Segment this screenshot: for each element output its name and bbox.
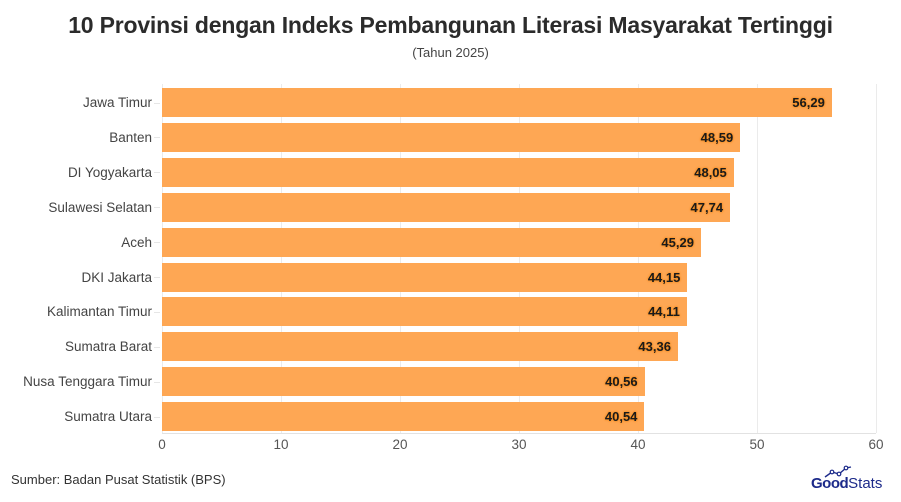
bar: 47,74 bbox=[162, 192, 731, 222]
category-label: Sulawesi Selatan bbox=[48, 199, 152, 215]
category-label: Nusa Tenggara Timur bbox=[23, 374, 152, 390]
y-tick-mark bbox=[154, 346, 160, 348]
category-label: DKI Jakarta bbox=[81, 269, 152, 285]
y-tick-mark bbox=[154, 102, 160, 104]
x-tick-label: 60 bbox=[868, 437, 884, 452]
x-tick-label: 50 bbox=[749, 437, 765, 452]
bar-value-label: 56,29 bbox=[792, 95, 825, 110]
bar-value-label: 40,54 bbox=[604, 409, 638, 425]
gridline bbox=[876, 84, 877, 433]
x-tick-label: 30 bbox=[511, 437, 527, 452]
category-label: Banten bbox=[109, 129, 152, 145]
bar-value-label: 44,15 bbox=[647, 269, 681, 285]
gridline bbox=[519, 84, 520, 433]
gridline bbox=[281, 84, 282, 433]
y-tick-mark bbox=[154, 172, 160, 174]
y-tick-mark bbox=[154, 311, 160, 313]
category-label: Sumatra Barat bbox=[64, 339, 152, 355]
x-tick-label: 20 bbox=[392, 437, 408, 452]
category-label: Sumatra Utara bbox=[64, 409, 152, 425]
bar: 40,56 bbox=[162, 367, 645, 397]
bar: 43,36 bbox=[162, 332, 678, 362]
bar: 56,29 bbox=[162, 88, 832, 117]
x-tick-label: 10 bbox=[273, 437, 289, 452]
chart-title: 10 Provinsi dengan Indeks Pembangunan Li… bbox=[68, 12, 833, 38]
bar-value-label: 43,36 bbox=[638, 339, 671, 355]
bar-value-label: 47,74 bbox=[690, 199, 724, 215]
x-tick-label: 40 bbox=[630, 437, 646, 452]
bar: 48,59 bbox=[162, 122, 741, 152]
y-tick-mark bbox=[154, 207, 160, 209]
bar-value-label: 40,56 bbox=[605, 374, 638, 390]
category-label: Aceh bbox=[121, 234, 152, 250]
bar: 40,54 bbox=[162, 402, 645, 432]
y-tick-mark bbox=[154, 381, 160, 383]
line-chart-icon bbox=[824, 465, 852, 478]
bar: 48,05 bbox=[162, 157, 734, 187]
bar: 45,29 bbox=[162, 227, 701, 257]
gridline bbox=[162, 84, 163, 433]
category-label: Kalimantan Timur bbox=[46, 304, 152, 320]
gridline bbox=[400, 84, 401, 433]
bar: 44,15 bbox=[162, 262, 688, 292]
y-tick-mark bbox=[154, 416, 160, 418]
y-tick-mark bbox=[154, 242, 160, 244]
goodstats-logo: GoodStats bbox=[811, 465, 895, 492]
chart-subtitle: (Tahun 2025) bbox=[412, 45, 489, 60]
bar-value-label: 45,29 bbox=[661, 234, 694, 250]
gridline bbox=[638, 84, 639, 433]
logo-good: Good bbox=[811, 475, 849, 492]
bar-value-label: 48,05 bbox=[694, 164, 727, 180]
x-tick-label: 0 bbox=[158, 437, 166, 452]
bar: 44,11 bbox=[162, 297, 687, 327]
source-note: Sumber: Badan Pusat Statistik (BPS) bbox=[11, 472, 226, 487]
gridline bbox=[757, 84, 758, 433]
x-axis-line bbox=[162, 433, 876, 434]
logo-text: GoodStats bbox=[811, 475, 882, 492]
plot-area: 56,29 48,59 48,05 47,74 45,29 44,15 44,11 43,36… bbox=[162, 84, 877, 434]
y-tick-mark bbox=[154, 277, 160, 278]
category-label: DI Yogyakarta bbox=[67, 164, 152, 180]
logo-stats: Stats bbox=[848, 475, 883, 492]
bar-value-label: 48,59 bbox=[700, 129, 734, 145]
category-label: Jawa Timur bbox=[82, 95, 152, 110]
y-tick-mark bbox=[154, 137, 160, 139]
bar-value-label: 44,11 bbox=[648, 304, 680, 320]
